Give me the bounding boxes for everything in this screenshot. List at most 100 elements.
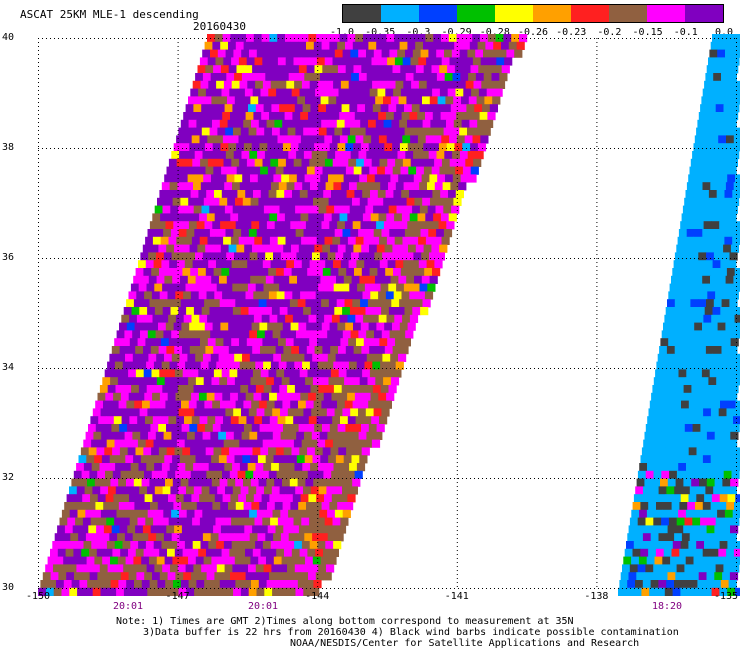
wind-cell	[356, 338, 365, 347]
wind-cell	[153, 260, 162, 269]
wind-cell	[120, 470, 129, 479]
wind-cell	[704, 494, 713, 503]
wind-cell	[223, 541, 233, 550]
wind-cell	[269, 416, 278, 425]
wind-cell	[728, 119, 737, 128]
wind-cell	[363, 338, 372, 347]
wind-cell	[190, 447, 199, 456]
wind-cell	[269, 135, 278, 144]
wind-cell	[307, 268, 316, 277]
wind-cell	[112, 470, 121, 479]
wind-cell	[694, 548, 704, 557]
wind-cell	[327, 73, 336, 82]
wind-cell	[205, 65, 214, 74]
wind-cell	[254, 416, 263, 425]
wind-cell	[155, 509, 164, 518]
wind-cell	[312, 377, 322, 386]
wind-cell	[244, 346, 253, 355]
wind-cell	[711, 494, 721, 503]
wind-cell	[201, 104, 210, 113]
wind-cell	[91, 439, 100, 448]
wind-cell	[99, 541, 108, 550]
wind-cell	[258, 197, 267, 206]
wind-cell	[217, 408, 226, 417]
wind-cell	[623, 556, 632, 565]
wind-cell	[118, 502, 127, 511]
wind-cell	[203, 353, 212, 362]
wind-cell	[110, 377, 119, 386]
wind-cell	[297, 478, 306, 487]
wind-cell	[433, 135, 442, 144]
wind-cell	[140, 431, 149, 440]
wind-cell	[404, 229, 414, 238]
wind-cell	[358, 330, 367, 339]
wind-cell	[262, 416, 271, 425]
wind-cell	[322, 525, 331, 534]
wind-cell	[211, 478, 220, 487]
wind-cell	[370, 291, 379, 300]
wind-cell	[186, 486, 195, 495]
wind-cell	[198, 112, 207, 121]
wind-cell	[405, 330, 414, 339]
wind-cell	[297, 377, 306, 386]
wind-cell	[694, 135, 703, 144]
wind-cell	[169, 260, 178, 269]
wind-cell	[320, 377, 329, 386]
wind-cell	[96, 447, 105, 456]
wind-cell	[358, 252, 367, 261]
wind-cell	[368, 400, 377, 409]
wind-cell	[197, 525, 206, 534]
wind-cell	[207, 338, 216, 347]
wind-cell	[213, 65, 222, 74]
wind-cell	[428, 229, 437, 238]
wind-cell	[123, 385, 132, 394]
wind-cell	[697, 533, 706, 542]
wind-cell	[182, 190, 191, 199]
wind-cell	[423, 41, 432, 50]
lat-tick-label: 38	[2, 142, 15, 153]
wind-cell	[313, 400, 322, 409]
wind-cell	[76, 564, 85, 573]
wind-cell	[286, 260, 295, 269]
wind-cell	[265, 353, 274, 362]
wind-cell	[157, 580, 166, 589]
wind-cell	[383, 400, 392, 409]
wind-cell	[152, 392, 161, 401]
wind-cell	[318, 385, 327, 394]
wind-cell	[143, 268, 152, 277]
wind-cell	[283, 244, 292, 253]
wind-cell	[287, 127, 296, 136]
wind-cell	[325, 541, 334, 550]
wind-cell	[709, 322, 718, 331]
wind-cell	[730, 478, 739, 487]
wind-cell	[132, 509, 141, 518]
wind-cell	[282, 41, 291, 50]
wind-cell	[292, 112, 301, 121]
wind-cell	[258, 478, 267, 487]
wind-cell	[259, 41, 268, 50]
wind-cell	[249, 49, 258, 58]
wind-cell	[181, 221, 190, 230]
wind-cell	[315, 112, 324, 121]
wind-cell	[326, 127, 335, 136]
wind-cell	[698, 299, 707, 308]
wind-cell	[264, 49, 273, 58]
wind-cell	[359, 353, 368, 362]
wind-cell	[350, 127, 359, 136]
wind-cell	[169, 182, 178, 191]
wind-cell	[429, 174, 438, 183]
wind-cell	[337, 322, 346, 331]
wind-cell	[196, 580, 205, 589]
wind-cell	[256, 205, 265, 214]
wind-cell	[166, 447, 175, 456]
wind-cell	[472, 57, 482, 66]
wind-cell	[219, 119, 228, 128]
wind-cell	[109, 353, 118, 362]
wind-cell	[224, 564, 233, 573]
wind-cell	[383, 197, 392, 206]
wind-cell	[231, 338, 240, 347]
wind-cell	[147, 587, 156, 596]
wind-cell	[143, 346, 152, 355]
wind-cell	[723, 244, 732, 253]
